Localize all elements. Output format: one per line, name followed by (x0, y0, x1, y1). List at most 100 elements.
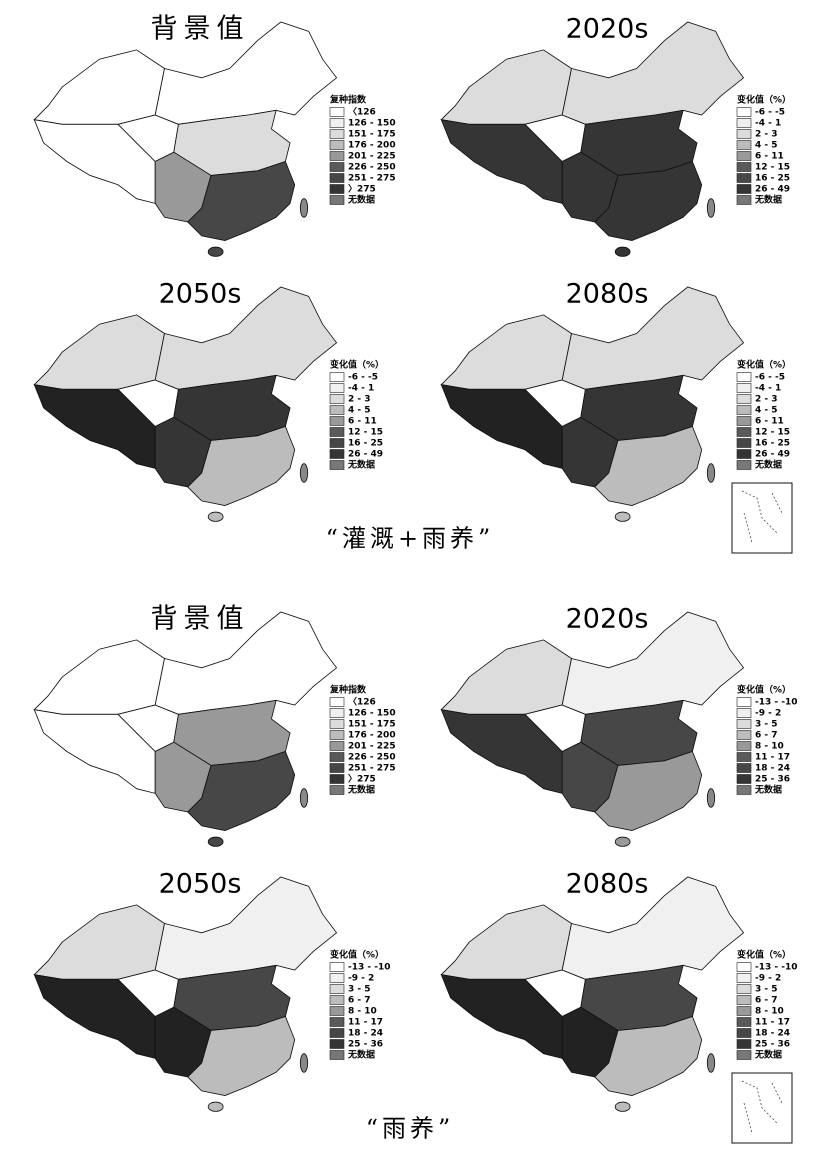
panel-title: 背景值 (151, 604, 250, 635)
panel-title: 2050s (159, 869, 242, 900)
legend-label: 11 - 17 (755, 753, 790, 763)
legend-label: 6 - 7 (348, 996, 371, 1006)
legend-label: 16 - 25 (755, 174, 790, 184)
legend-label: 201 - 225 (348, 742, 396, 752)
legend-swatch (736, 151, 752, 161)
china-map (33, 876, 338, 1112)
legend-label: 4 - 5 (755, 141, 778, 151)
group-caption: “灌溉+雨养” (326, 525, 495, 553)
legend-swatch (736, 372, 752, 382)
legend-title: 变化值（%） (330, 949, 384, 961)
taiwan (706, 788, 716, 808)
legend-label: 176 - 200 (348, 731, 396, 741)
province-region (594, 1015, 703, 1096)
legend-swatch (736, 427, 752, 437)
taiwan (706, 463, 716, 483)
legend-label: -13 - -10 (755, 698, 798, 708)
province-region (440, 49, 572, 125)
panel-title: 2080s (566, 869, 649, 900)
legend-swatch (329, 162, 345, 172)
province-region (440, 384, 563, 469)
map-panel: 2050s 变化值（%） -13 - -10-9 - 23 - 56 - 78 - … (33, 869, 391, 1112)
legend-label: 2 - 3 (755, 395, 778, 405)
legend-label: 3 - 5 (348, 985, 371, 995)
legend-swatch (736, 118, 752, 128)
legend-swatch (329, 460, 345, 470)
legend-label: 〈126 (348, 107, 376, 118)
legend-label: 251 - 275 (348, 764, 396, 774)
legend-swatch (329, 708, 345, 718)
province-region (187, 750, 296, 831)
legend-swatch (736, 730, 752, 740)
legend-swatch (736, 995, 752, 1005)
hainan (207, 836, 224, 847)
legend-swatch (736, 962, 752, 972)
legend-swatch (329, 184, 345, 194)
province-region (33, 314, 165, 390)
legend-swatch (329, 984, 345, 994)
legend-swatch (329, 995, 345, 1005)
hainan (207, 246, 224, 257)
inset-lines (741, 1080, 783, 1134)
legend-swatch (736, 1028, 752, 1038)
legend-label: 26 - 49 (755, 450, 790, 460)
china-map (33, 286, 338, 522)
legend-label: 151 - 175 (348, 130, 396, 140)
legend-label: 26 - 49 (348, 450, 383, 460)
legend-title: 变化值（%） (737, 94, 791, 106)
panel-title: 2080s (566, 279, 649, 310)
legend-label: 11 - 17 (348, 1018, 383, 1028)
legend-swatch (329, 1017, 345, 1027)
legend-swatch (329, 719, 345, 729)
legend-swatch (736, 129, 752, 139)
legend-label: 6 - 11 (348, 417, 377, 427)
legend-swatch (736, 708, 752, 718)
legend-label: 25 - 36 (755, 1040, 790, 1050)
legend-swatch (329, 785, 345, 795)
legend-swatch (736, 460, 752, 470)
legend-swatch (329, 372, 345, 382)
legend-label: -4 - 1 (348, 384, 374, 394)
legend-swatch (329, 383, 345, 393)
legend-swatch (329, 195, 345, 205)
china-map (33, 21, 338, 257)
legend-swatch (329, 763, 345, 773)
legend-label: 25 - 36 (755, 775, 790, 785)
legend-swatch (329, 438, 345, 448)
china-map (440, 21, 745, 257)
legend-label: 126 - 150 (348, 709, 396, 719)
legend-title: 变化值（%） (737, 684, 791, 696)
south-sea-inset (731, 482, 793, 554)
province-region (33, 49, 165, 125)
legend-label: 3 - 5 (755, 720, 778, 730)
taiwan (299, 198, 309, 218)
legend-label: -13 - -10 (755, 963, 798, 973)
taiwan (706, 1053, 716, 1073)
legend-swatch (329, 107, 345, 117)
legend-label: 3 - 5 (755, 985, 778, 995)
legend-label: 25 - 36 (348, 1040, 383, 1050)
legend-label: 11 - 17 (755, 1018, 790, 1028)
legend-swatch (329, 405, 345, 415)
legend-swatch (329, 416, 345, 426)
legend-label: -6 - -5 (755, 373, 785, 383)
legend-label: -13 - -10 (348, 963, 391, 973)
legend-label: 无数据 (754, 194, 782, 206)
legend-label: 8 - 10 (348, 1007, 377, 1017)
map-panel: 2080s 变化值（%） -13 - -10-9 - 23 - 56 - 78 - … (440, 869, 798, 1144)
legend-label: 无数据 (347, 784, 375, 796)
legend-label: -9 - 2 (348, 974, 374, 984)
legend-label: 无数据 (347, 1049, 375, 1061)
legend-swatch (736, 449, 752, 459)
legend-label: 126 - 150 (348, 119, 396, 129)
taiwan (299, 788, 309, 808)
legend-label: 12 - 15 (348, 428, 383, 438)
hainan (614, 836, 631, 847)
legend-swatch (736, 195, 752, 205)
legend-label: 18 - 24 (755, 764, 790, 774)
legend-label: 无数据 (754, 459, 782, 471)
panel-title: 背景值 (151, 14, 250, 45)
legend-swatch (329, 697, 345, 707)
taiwan (299, 463, 309, 483)
province-region (33, 639, 165, 715)
